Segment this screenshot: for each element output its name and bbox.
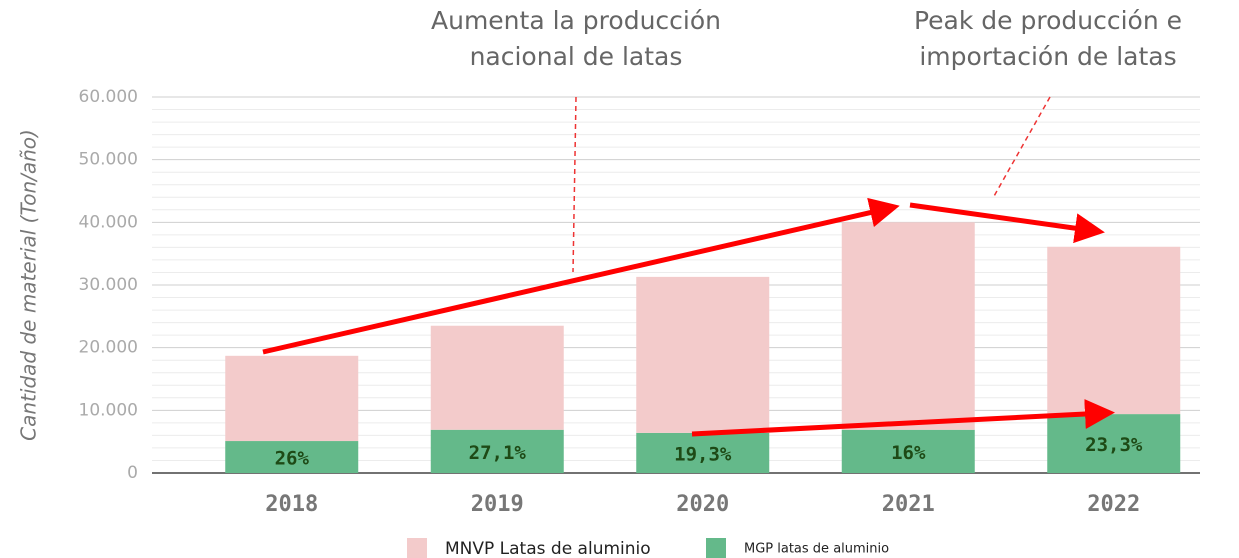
share-label: 27,1% [469,442,527,464]
x-tick-label: 2022 [1087,492,1140,517]
x-tick-label: 2018 [265,492,318,517]
annotation-arrows [262,96,1115,437]
annotation: Peak de producción e [914,6,1182,35]
bar-segment [841,222,975,430]
trend-arrow [691,399,1115,437]
bar-segment [430,429,564,473]
trend-arrow [262,197,900,355]
legend-swatch [706,538,726,558]
x-tick-label: 2021 [882,492,935,517]
dashed-pointer [572,96,577,273]
bar-segment [841,429,975,473]
bar-segment [636,276,770,433]
dashed-pointer [992,96,1051,199]
annotation: nacional de latas [470,42,683,71]
y-tick-label: 50.000 [79,150,138,170]
y-tick-label: 10.000 [79,400,138,420]
legend-label: MGP latas de aluminio [744,542,889,557]
y-tick-label: 40.000 [79,212,138,232]
legend-label: MNVP Latas de aluminio [445,539,651,558]
bars: 2018 26% 2019 27,1% 2020 19,3% 2021 16% 2022 23,3… [225,222,1181,517]
share-label: 23,3% [1085,434,1143,456]
y-axis-label: Cantidad de material (Ton/año) [17,129,41,441]
trend-arrow [909,202,1105,244]
bar-segment [636,432,770,473]
y-tick-label: 60.000 [79,87,138,107]
x-tick-label: 2020 [676,492,729,517]
share-label: 26% [275,448,310,470]
legend-swatch [407,538,427,558]
annotation: Aumenta la producción [431,6,721,35]
share-label: 19,3% [674,443,732,465]
y-tick-label: 0 [127,463,138,483]
bar-segment [225,441,359,473]
annotation: importación de latas [919,42,1176,71]
x-tick-label: 2019 [471,492,524,517]
y-tick-label: 30.000 [79,275,138,295]
bar-segment [430,325,564,430]
bar-segment [1047,246,1181,415]
legend: MNVP Latas de aluminio MGP latas de alumi… [407,538,889,558]
y-tick-label: 20.000 [79,338,138,358]
share-label: 16% [891,442,926,464]
bar-segment [225,355,359,442]
